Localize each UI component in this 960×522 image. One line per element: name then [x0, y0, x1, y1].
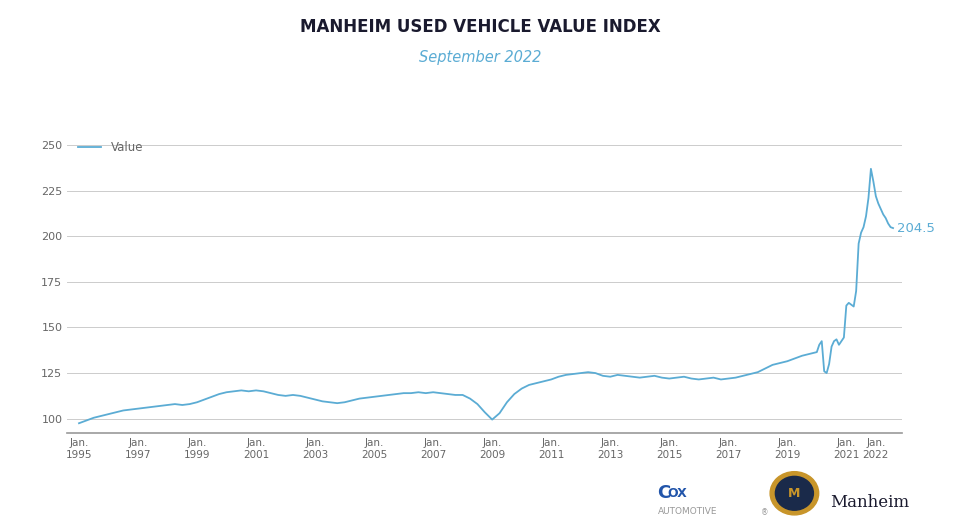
Text: Manheim: Manheim	[830, 494, 909, 511]
Circle shape	[770, 472, 819, 515]
Text: 204.5: 204.5	[897, 221, 934, 234]
Circle shape	[776, 477, 813, 510]
Text: ®: ®	[761, 508, 769, 517]
Text: OX: OX	[667, 487, 687, 500]
Text: AUTOMOTIVE: AUTOMOTIVE	[658, 507, 717, 516]
Text: September 2022: September 2022	[419, 50, 541, 65]
Text: M: M	[788, 487, 801, 500]
Text: C: C	[658, 484, 671, 502]
Text: MANHEIM USED VEHICLE VALUE INDEX: MANHEIM USED VEHICLE VALUE INDEX	[300, 18, 660, 36]
Legend: Value: Value	[73, 136, 148, 159]
